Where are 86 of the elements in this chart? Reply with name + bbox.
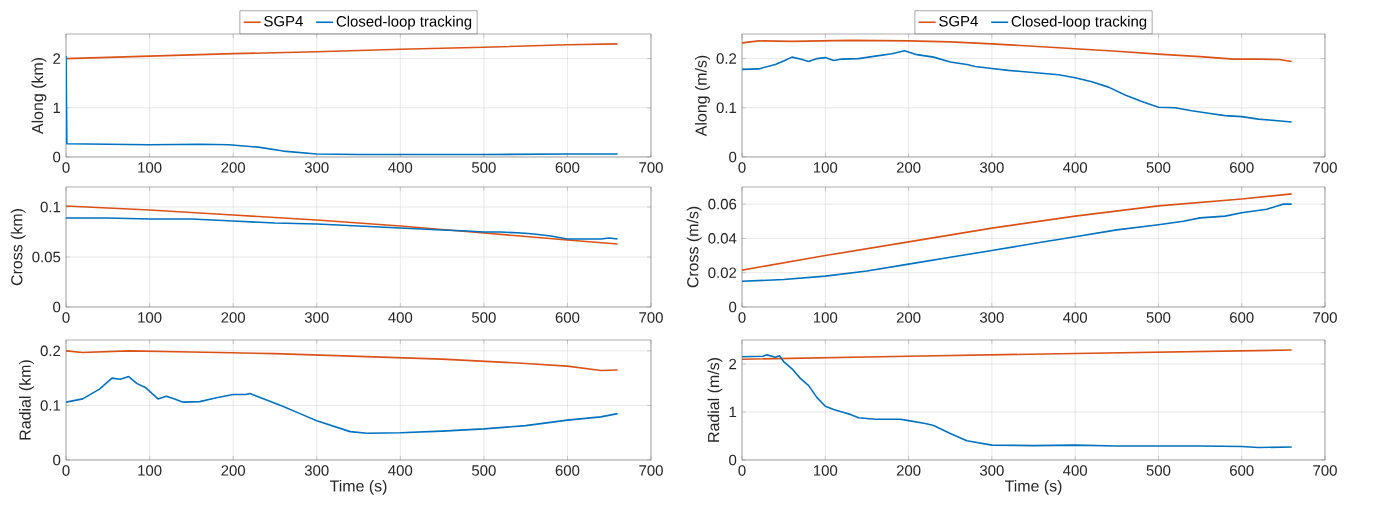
line-series bbox=[742, 39, 1293, 63]
x-tick-label: 0 bbox=[738, 162, 746, 173]
y-tick-label: 0.02 bbox=[708, 267, 737, 278]
x-tick-label: 200 bbox=[221, 162, 246, 173]
line-series bbox=[66, 205, 619, 245]
y-tick-label: 0 bbox=[729, 151, 737, 163]
x-tick-label: 700 bbox=[639, 162, 663, 173]
x-axis-title: Time (s) bbox=[329, 479, 387, 495]
x-tick-label: 600 bbox=[1230, 312, 1254, 323]
x-tick-label: 0 bbox=[62, 465, 70, 476]
x-tick-label: 700 bbox=[1313, 465, 1337, 476]
y-tick-label: 0.2 bbox=[716, 53, 737, 64]
x-tick-label: 600 bbox=[555, 465, 580, 476]
y-axis-title: Along (m/s) bbox=[695, 55, 710, 137]
line-series bbox=[742, 203, 1293, 283]
x-tick-label: 400 bbox=[1063, 162, 1088, 173]
x-tick-label: 300 bbox=[979, 465, 1004, 476]
x-axis-title: Time (s) bbox=[1004, 479, 1062, 495]
x-tick-label: 0 bbox=[62, 162, 70, 173]
x-tick-label: 100 bbox=[138, 312, 162, 323]
y-tick-label: 0 bbox=[729, 454, 737, 466]
x-tick-label: 700 bbox=[1313, 312, 1337, 323]
x-tick-label: 200 bbox=[221, 465, 246, 476]
x-tick-label: 0 bbox=[738, 465, 746, 476]
x-tick-label: 600 bbox=[1230, 465, 1254, 476]
x-tick-label: 300 bbox=[979, 312, 1004, 323]
x-tick-label: 500 bbox=[472, 162, 496, 173]
x-tick-label: 100 bbox=[138, 162, 162, 173]
y-tick-label: 2 bbox=[53, 53, 61, 64]
line-series bbox=[66, 350, 619, 372]
y-tick-label: 0 bbox=[53, 151, 61, 163]
y-tick-label: 0 bbox=[729, 301, 737, 313]
y-axis-title: Cross (m/s) bbox=[686, 206, 702, 288]
y-tick-label: 0.06 bbox=[708, 198, 737, 210]
line-series bbox=[66, 43, 619, 60]
x-tick-label: 400 bbox=[1063, 465, 1088, 476]
x-tick-label: 300 bbox=[304, 162, 329, 173]
y-axis-title: Along (km) bbox=[31, 57, 47, 134]
x-tick-label: 400 bbox=[388, 465, 413, 476]
x-tick-label: 700 bbox=[639, 465, 663, 476]
legend-label: Closed-loop tracking bbox=[1011, 15, 1147, 30]
x-tick-label: 500 bbox=[472, 465, 496, 476]
x-tick-label: 200 bbox=[896, 312, 921, 323]
x-tick-label: 400 bbox=[388, 312, 413, 323]
y-tick-label: 1 bbox=[53, 102, 61, 113]
y-tick-label: 1 bbox=[729, 406, 737, 418]
x-tick-label: 600 bbox=[555, 162, 580, 173]
x-tick-label: 200 bbox=[221, 312, 246, 323]
x-tick-label: 0 bbox=[738, 312, 746, 323]
x-tick-label: 700 bbox=[1313, 162, 1337, 173]
legend-label: SGP4 bbox=[264, 15, 303, 27]
y-tick-label: 0.05 bbox=[32, 251, 61, 263]
y-tick-label: 0.1 bbox=[40, 201, 61, 213]
x-tick-label: 500 bbox=[1146, 465, 1171, 476]
y-tick-label: 0.04 bbox=[708, 233, 737, 244]
x-tick-label: 300 bbox=[304, 312, 329, 323]
x-tick-label: 100 bbox=[138, 465, 162, 476]
x-tick-label: 200 bbox=[896, 162, 921, 173]
y-tick-label: 2 bbox=[729, 358, 737, 370]
y-tick-label: 0 bbox=[53, 454, 61, 466]
y-tick-label: 0.1 bbox=[716, 102, 737, 114]
line-series bbox=[742, 349, 1293, 360]
x-tick-label: 100 bbox=[813, 162, 838, 173]
x-tick-label: 600 bbox=[555, 312, 580, 323]
y-axis-title: Cross (km) bbox=[10, 209, 26, 286]
x-tick-label: 700 bbox=[639, 312, 663, 323]
x-tick-label: 400 bbox=[388, 162, 413, 173]
x-tick-label: 500 bbox=[472, 312, 496, 323]
x-tick-label: 300 bbox=[979, 162, 1004, 173]
y-tick-label: 0 bbox=[53, 301, 61, 313]
line-series bbox=[742, 193, 1293, 271]
x-tick-label: 0 bbox=[62, 312, 70, 323]
y-tick-label: 0.2 bbox=[40, 345, 61, 357]
legend-label: Closed-loop tracking bbox=[336, 15, 472, 30]
x-tick-label: 500 bbox=[1146, 312, 1171, 323]
x-tick-label: 100 bbox=[813, 465, 838, 476]
x-tick-label: 100 bbox=[813, 312, 838, 323]
legend-label: SGP4 bbox=[939, 15, 978, 27]
y-axis-title: Radial (km) bbox=[19, 360, 34, 440]
x-tick-label: 500 bbox=[1146, 162, 1171, 173]
y-axis-title: Radial (m/s) bbox=[707, 358, 723, 442]
x-tick-label: 200 bbox=[896, 465, 921, 476]
x-tick-label: 400 bbox=[1063, 312, 1088, 323]
x-tick-label: 600 bbox=[1230, 162, 1254, 173]
x-tick-label: 300 bbox=[304, 465, 329, 476]
y-tick-label: 0.1 bbox=[40, 400, 61, 411]
